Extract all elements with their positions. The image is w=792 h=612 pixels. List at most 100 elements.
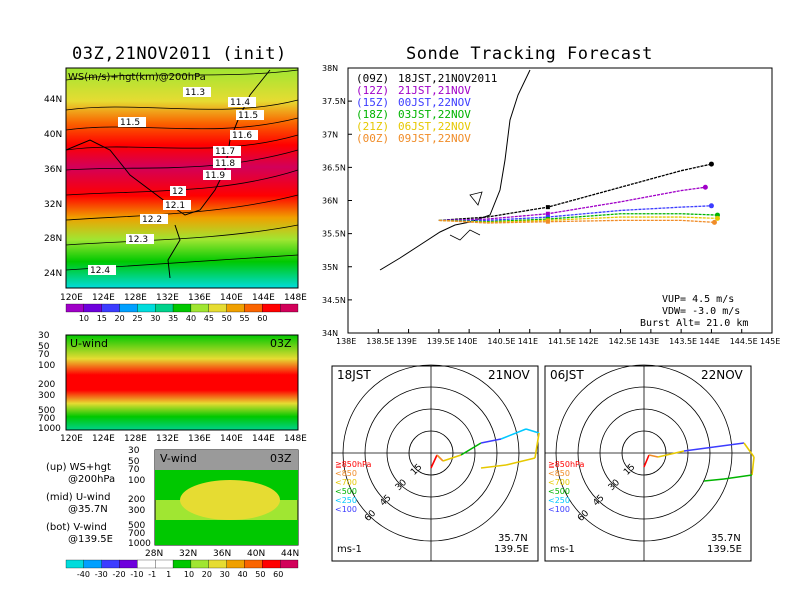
v-colorbar-label: 20 xyxy=(202,570,212,579)
polar-level-label: <850 xyxy=(548,469,570,478)
contour-label-bg xyxy=(230,130,258,140)
track-x-tick: 141E xyxy=(518,337,538,346)
u-x-tick: 136E xyxy=(188,434,211,444)
track-x-tick: 144E xyxy=(699,337,719,346)
u-y-tick: 100 xyxy=(38,361,55,371)
contour-label: 11.9 xyxy=(205,171,225,181)
v-colorbar-swatch xyxy=(172,559,192,569)
contour-label-bg xyxy=(213,146,241,156)
u-x-tick: 144E xyxy=(252,434,275,444)
track-legend-utc: (09Z) xyxy=(356,72,389,85)
u-x-tick: 120E xyxy=(60,434,83,444)
v-colorbar-swatch xyxy=(226,559,245,569)
v-colorbar-swatch xyxy=(208,559,227,569)
polar-frame xyxy=(544,365,752,562)
track-legend-utc: (00Z) xyxy=(356,132,389,145)
track-x-tick: 141.5E xyxy=(548,337,576,346)
u-y-tick: 700 xyxy=(38,414,55,424)
hodograph-segment xyxy=(657,450,685,458)
contour-label-bg xyxy=(228,97,256,107)
polar-time: 18JST xyxy=(337,368,371,382)
v-colorbar-swatch xyxy=(190,559,209,569)
contour-label-bg xyxy=(183,87,211,97)
track-y-tick: 35N xyxy=(322,263,338,272)
track-line xyxy=(438,186,706,222)
right-title: Sonde Tracking Forecast xyxy=(406,44,653,64)
v-colorbar-label: -1 xyxy=(148,570,156,579)
legend-up-1: (up) WS+hgt xyxy=(46,462,111,473)
hodograph-segment xyxy=(480,464,507,469)
track-legend-jst: 00JST,22NOV xyxy=(398,96,471,109)
ws-x-tick: 132E xyxy=(156,293,179,303)
ws-colorbar-label: 45 xyxy=(204,314,214,323)
track-burst-marker xyxy=(545,219,550,224)
v-x-tick: 40N xyxy=(247,549,265,559)
u-y-tick: 70 xyxy=(38,350,50,360)
contour-label: 11.5 xyxy=(120,118,140,128)
polar-date: 21NOV xyxy=(488,368,530,382)
contour-label: 11.4 xyxy=(230,98,250,108)
ws-colorbar-label: 60 xyxy=(257,314,267,323)
contour-label-bg xyxy=(140,214,168,224)
ws-y-tick: 44N xyxy=(44,95,62,105)
ws-x-tick: 120E xyxy=(60,293,83,303)
ws-colorbar-swatch xyxy=(137,303,156,313)
left-title: 03Z,21NOV2011 (init) xyxy=(72,44,287,64)
track-line xyxy=(438,163,712,222)
hodograph-segment xyxy=(713,442,745,448)
polar-level-label: <500 xyxy=(335,487,357,496)
track-end-marker xyxy=(714,215,720,221)
ws-map-panel: WS(m/s)+hgt(km)@200hPa 11.3 11.4 11.5 11.5 1… xyxy=(44,67,307,323)
track-burst-marker xyxy=(545,211,550,216)
v-x-tick: 32N xyxy=(179,549,197,559)
u-x-tick: 140E xyxy=(220,434,243,444)
polar-level-label: <700 xyxy=(548,478,570,487)
track-y-tick: 34.5N xyxy=(322,296,346,305)
legend-bot: (bot) V-wind @139.5E xyxy=(46,522,113,546)
legend-up-2: @200hPa xyxy=(68,474,116,485)
track-y-ticks: 34N 34.5N 35N 35.5N 36N 36.5N 37N 37.5N 38N xyxy=(322,64,352,338)
v-colorbar-label: -40 xyxy=(77,570,90,579)
contour-label-bg xyxy=(126,234,154,244)
ws-y-tick: 28N xyxy=(44,234,62,244)
ws-colorbar-swatch xyxy=(83,303,102,313)
v-colorbar-label: -10 xyxy=(130,570,143,579)
vdw-text: VDW= -3.0 m/s xyxy=(662,306,740,317)
track-legend-utc: (12Z) xyxy=(356,84,389,97)
contour-label: 12 xyxy=(172,187,183,197)
track-x-tick: 138E xyxy=(336,337,356,346)
u-x-ticks: 120E 124E 128E 132E 136E 140E 144E 148E xyxy=(60,434,307,444)
u-x-tick: 124E xyxy=(92,434,115,444)
track-x-tick: 139.5E xyxy=(427,337,455,346)
hodograph-segment xyxy=(460,442,482,456)
tracking-panel: 138E 138.5E 139E 139.5E 140E 140.5E 141E 141.5E… xyxy=(322,64,780,346)
track-legend-utc: (18Z) xyxy=(356,108,389,121)
track-legend-jst: 06JST,22NOV xyxy=(398,120,471,133)
v-colorbar-swatch xyxy=(65,559,84,569)
contour-label-bg xyxy=(213,158,241,168)
hodograph-segment xyxy=(534,432,540,459)
v-y-tick: 500 xyxy=(128,521,145,531)
v-y-tick: 1000 xyxy=(128,539,151,549)
ws-colorbar-label: 15 xyxy=(97,314,107,323)
u-y-tick: 500 xyxy=(38,406,55,416)
polar-level-label: <100 xyxy=(335,505,357,514)
track-x-tick: 142E xyxy=(578,337,598,346)
hodograph-segment xyxy=(723,474,753,480)
polar-time: 06JST xyxy=(550,368,584,382)
v-colorbar-label: 50 xyxy=(255,570,265,579)
track-x-tick: 145E xyxy=(760,337,780,346)
hodograph-segment xyxy=(703,478,725,482)
hodograph-segment xyxy=(525,428,540,434)
track-legend-utc: (15Z) xyxy=(356,96,389,109)
track-end-marker xyxy=(711,219,717,225)
ws-colorbar-label: 55 xyxy=(239,314,249,323)
ws-colorbar-label: 30 xyxy=(150,314,160,323)
track-legend: (09Z) 18JST,21NOV2011 (12Z) 21JST,21NOV (15Z… xyxy=(356,72,497,145)
ws-colorbar-label: 10 xyxy=(79,314,89,323)
polar-lon: 139.5E xyxy=(707,544,742,555)
ws-y-tick: 32N xyxy=(44,200,62,210)
ws-x-tick: 124E xyxy=(92,293,115,303)
